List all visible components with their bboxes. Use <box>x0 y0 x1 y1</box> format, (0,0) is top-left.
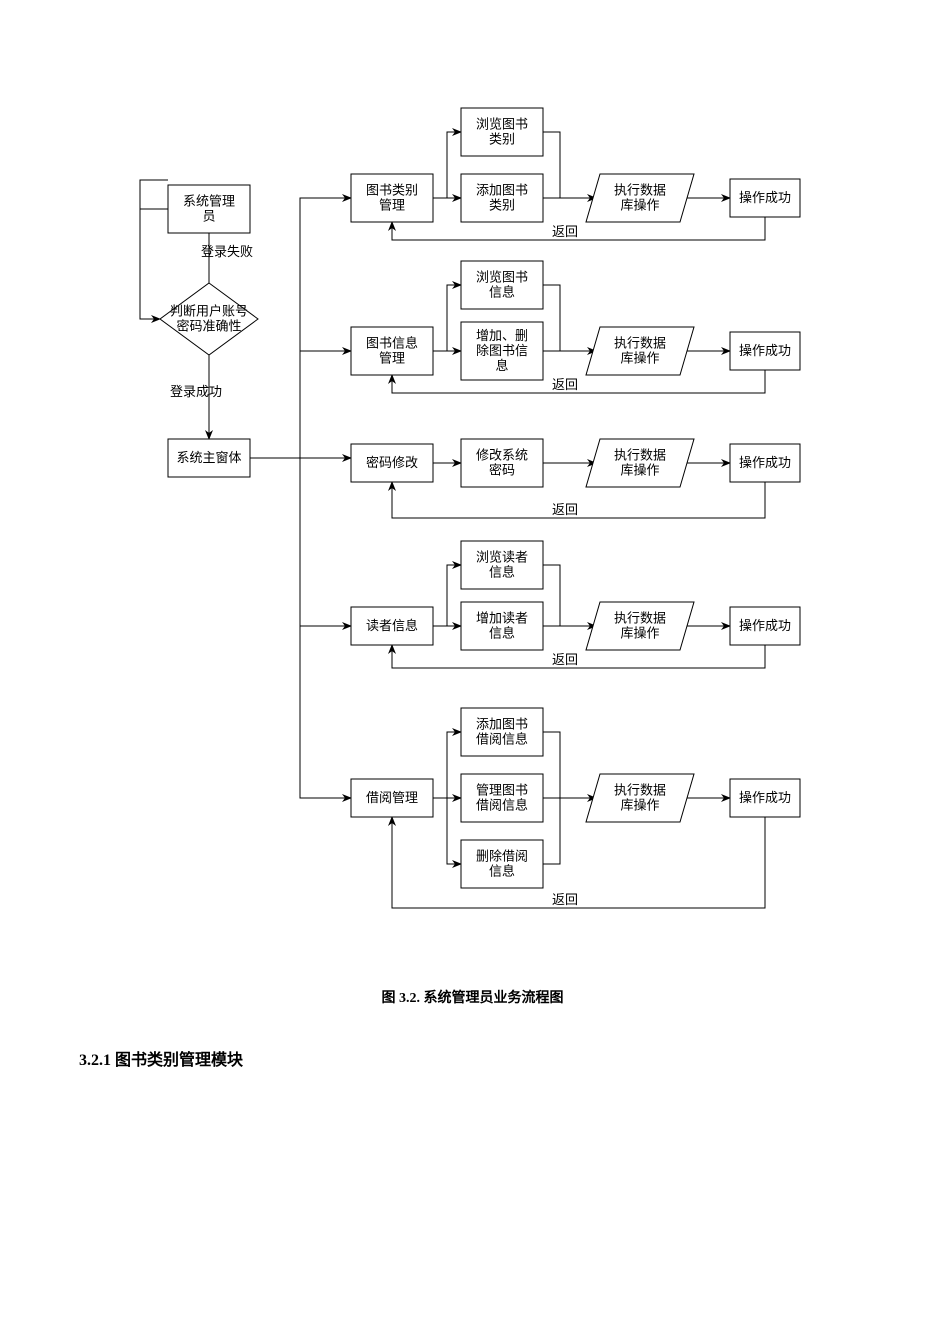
svg-text:库操作: 库操作 <box>620 797 659 812</box>
svg-text:操作成功: 操作成功 <box>739 343 791 358</box>
svg-text:操作成功: 操作成功 <box>739 190 791 205</box>
svg-text:信息: 信息 <box>489 564 515 579</box>
svg-text:类别: 类别 <box>489 197 515 212</box>
svg-text:除图书信: 除图书信 <box>476 343 528 358</box>
svg-text:执行数据: 执行数据 <box>614 610 666 625</box>
svg-text:密码: 密码 <box>489 462 515 477</box>
section-heading: 3.2.1 图书类别管理模块 <box>79 1046 243 1070</box>
svg-text:信息: 信息 <box>489 625 515 640</box>
svg-text:返回: 返回 <box>552 892 578 907</box>
svg-text:库操作: 库操作 <box>620 350 659 365</box>
svg-text:浏览读者: 浏览读者 <box>476 549 528 564</box>
svg-text:信息: 信息 <box>489 863 515 878</box>
svg-text:执行数据: 执行数据 <box>614 782 666 797</box>
svg-text:返回: 返回 <box>552 224 578 239</box>
flowchart-diagram: 登录失败登录成功返回返回返回返回返回 系统管理员判断用户账号密码准确性系统主窗体… <box>0 0 945 1337</box>
svg-text:执行数据: 执行数据 <box>614 335 666 350</box>
svg-text:登录成功: 登录成功 <box>170 384 222 399</box>
svg-text:借阅管理: 借阅管理 <box>366 790 418 805</box>
svg-text:员: 员 <box>202 208 215 223</box>
svg-text:图书信息: 图书信息 <box>366 335 418 350</box>
svg-text:返回: 返回 <box>552 377 578 392</box>
svg-text:操作成功: 操作成功 <box>739 455 791 470</box>
svg-text:库操作: 库操作 <box>620 462 659 477</box>
svg-text:浏览图书: 浏览图书 <box>476 116 528 131</box>
svg-text:执行数据: 执行数据 <box>614 447 666 462</box>
svg-text:类别: 类别 <box>489 131 515 146</box>
svg-text:操作成功: 操作成功 <box>739 618 791 633</box>
svg-text:登录失败: 登录失败 <box>201 244 253 259</box>
svg-text:信息: 信息 <box>489 284 515 299</box>
svg-text:读者信息: 读者信息 <box>366 618 418 633</box>
svg-text:添加图书: 添加图书 <box>476 182 528 197</box>
svg-text:系统主窗体: 系统主窗体 <box>176 450 241 465</box>
svg-text:增加读者: 增加读者 <box>476 610 528 625</box>
svg-text:执行数据: 执行数据 <box>614 182 666 197</box>
svg-text:密码准确性: 密码准确性 <box>176 318 241 333</box>
svg-text:修改系统: 修改系统 <box>476 447 528 462</box>
svg-text:返回: 返回 <box>552 502 578 517</box>
svg-text:借阅信息: 借阅信息 <box>476 797 528 812</box>
svg-text:管理图书: 管理图书 <box>476 782 528 797</box>
svg-text:增加、删: 增加、删 <box>476 328 528 343</box>
figure-caption: 图 3.2. 系统管理员业务流程图 <box>0 987 945 1007</box>
svg-text:系统管理: 系统管理 <box>183 193 235 208</box>
svg-text:借阅信息: 借阅信息 <box>476 731 528 746</box>
svg-text:管理: 管理 <box>379 197 405 212</box>
svg-text:息: 息 <box>495 358 508 373</box>
svg-text:操作成功: 操作成功 <box>739 790 791 805</box>
svg-text:库操作: 库操作 <box>620 625 659 640</box>
svg-text:密码修改: 密码修改 <box>366 455 418 470</box>
svg-text:删除借阅: 删除借阅 <box>476 848 528 863</box>
svg-text:图书类别: 图书类别 <box>366 182 418 197</box>
svg-text:浏览图书: 浏览图书 <box>476 269 528 284</box>
page-container: { "diagram": { "type": "flowchart", "bac… <box>0 0 945 1337</box>
svg-text:添加图书: 添加图书 <box>476 716 528 731</box>
svg-text:库操作: 库操作 <box>620 197 659 212</box>
svg-text:返回: 返回 <box>552 652 578 667</box>
svg-text:判断用户账号: 判断用户账号 <box>170 303 248 318</box>
svg-text:管理: 管理 <box>379 350 405 365</box>
